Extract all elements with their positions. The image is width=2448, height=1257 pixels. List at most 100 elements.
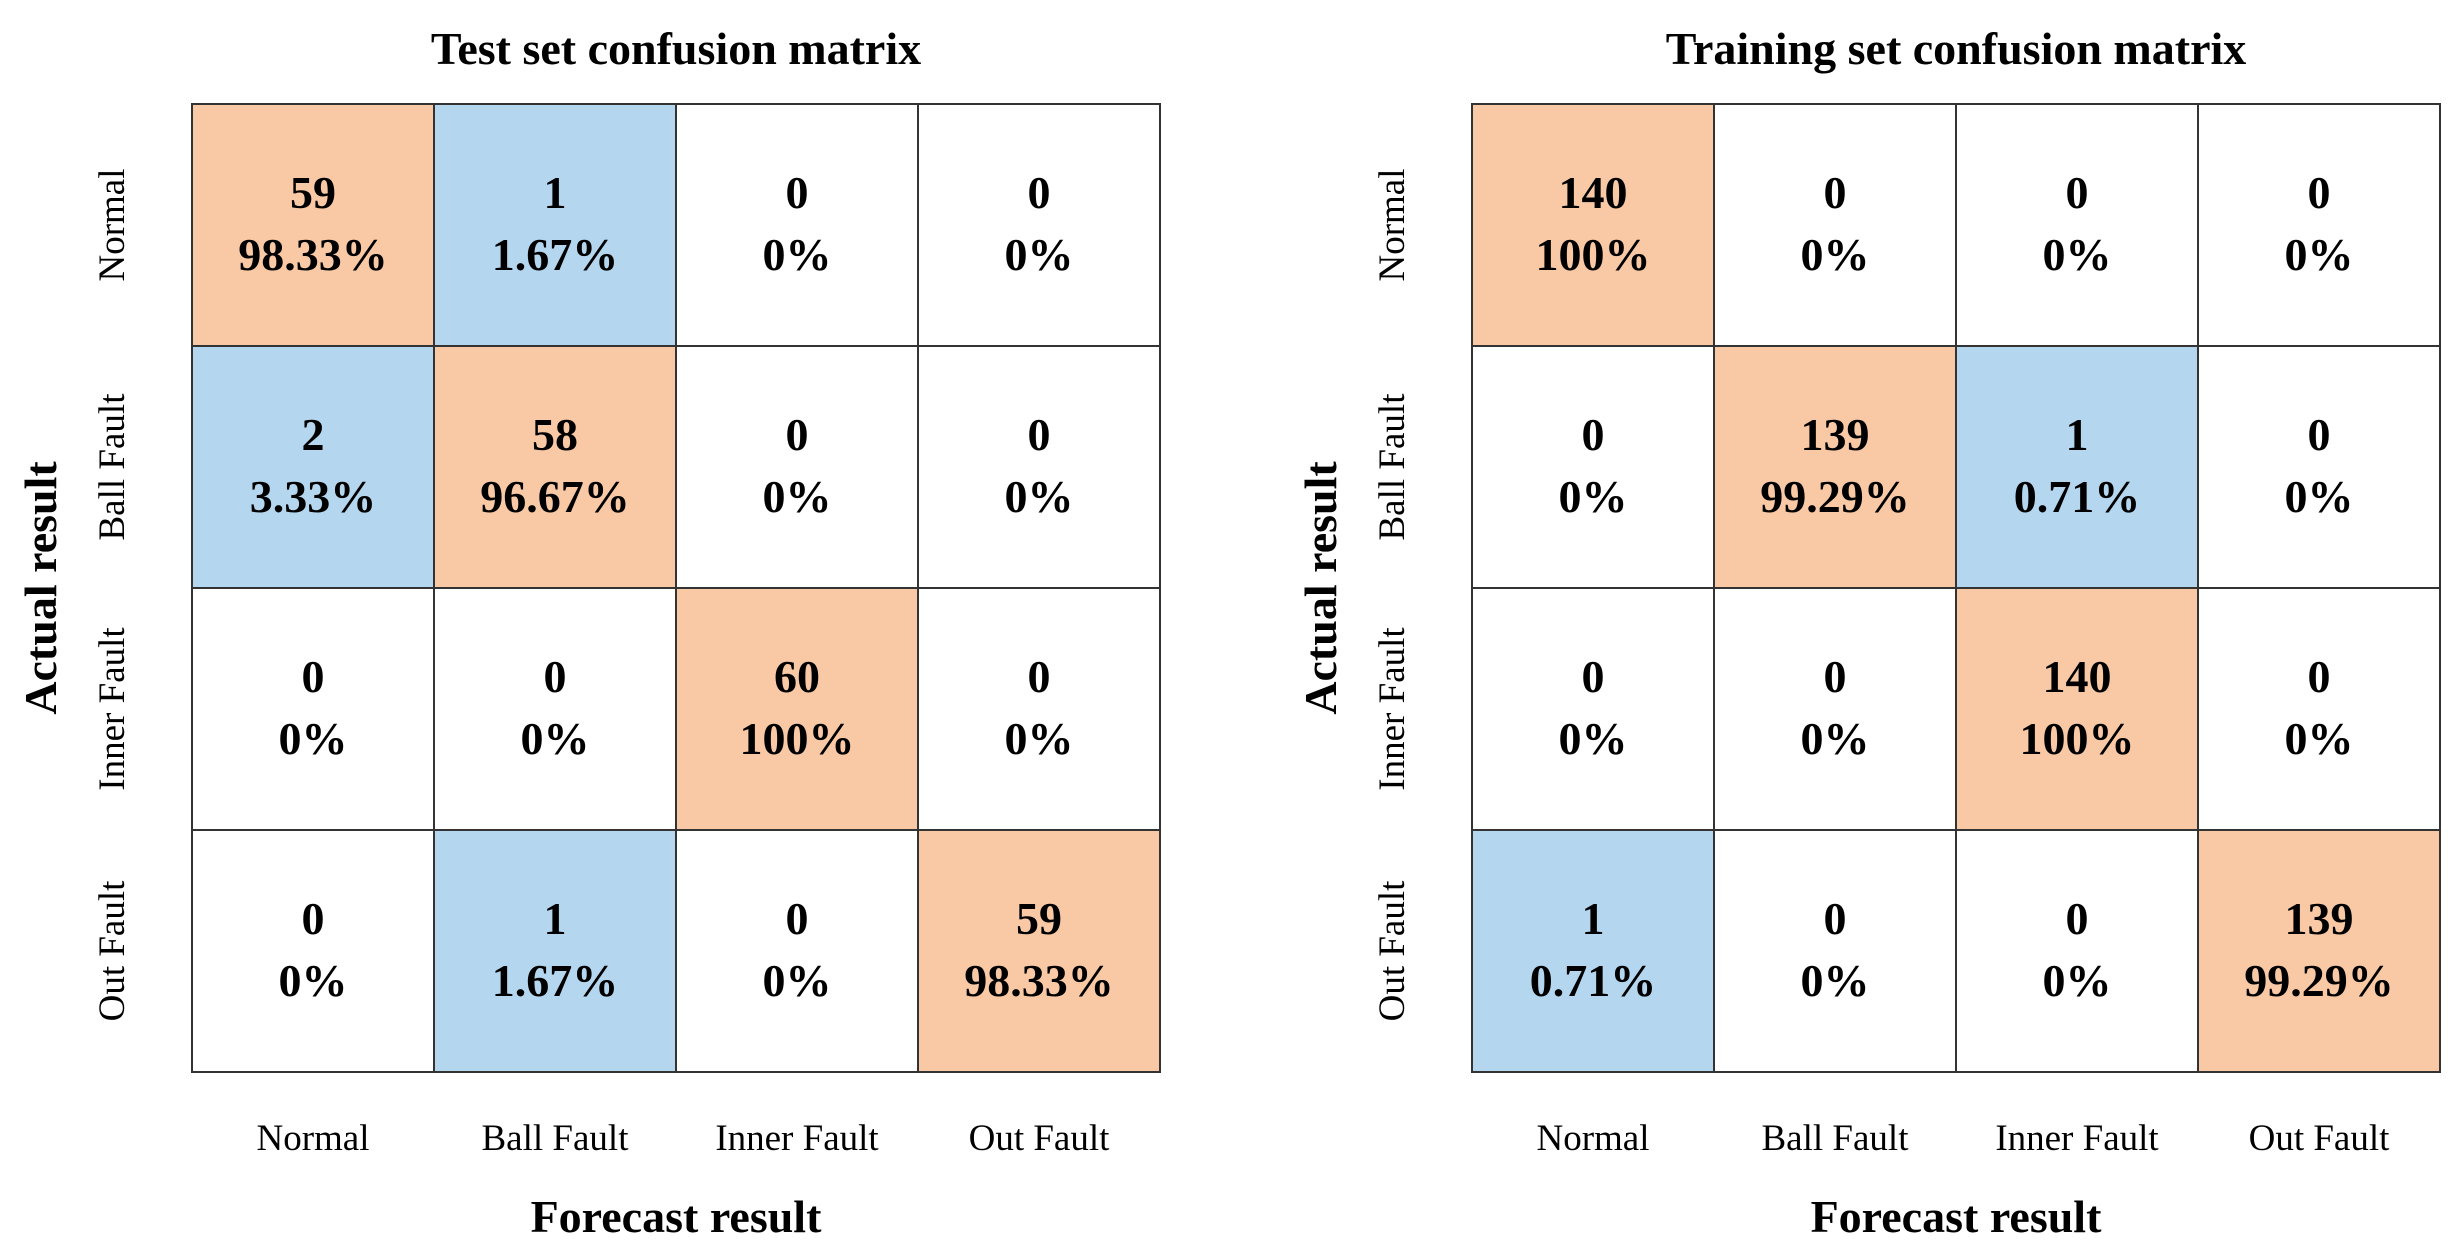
cell-percentage-label: 0% bbox=[1801, 955, 1870, 1006]
cell-percentage-label: 1.67% bbox=[492, 229, 619, 280]
y-axis-title: Actual result bbox=[15, 461, 66, 715]
cell-percentage-label: 0% bbox=[1005, 713, 1074, 764]
cell-percentage-label: 0% bbox=[763, 471, 832, 522]
cell-count-label: 0 bbox=[1582, 651, 1605, 702]
cell-count-label: 60 bbox=[774, 651, 820, 702]
x-tick-label: Normal bbox=[256, 1118, 369, 1159]
training-confusion-matrix: Training set confusion matrix140100%00%0… bbox=[1295, 23, 2441, 1242]
cell-count-label: 0 bbox=[1028, 167, 1051, 218]
cell-count-label: 0 bbox=[1824, 167, 1847, 218]
y-tick-label: Inner Fault bbox=[1372, 627, 1413, 791]
cell-percentage-label: 0% bbox=[763, 955, 832, 1006]
cell-count-label: 0 bbox=[2066, 167, 2089, 218]
cell-count-label: 0 bbox=[1582, 409, 1605, 460]
cell-percentage-label: 0% bbox=[521, 713, 590, 764]
cell-count-label: 0 bbox=[1028, 409, 1051, 460]
cell-count-label: 59 bbox=[290, 167, 336, 218]
y-tick-label: Ball Fault bbox=[1372, 393, 1413, 541]
matrix-cell bbox=[1713, 829, 1957, 1073]
cell-count-label: 0 bbox=[786, 167, 809, 218]
cell-count-label: 0 bbox=[2308, 167, 2331, 218]
chart-title: Test set confusion matrix bbox=[431, 23, 921, 74]
cell-percentage-label: 0% bbox=[1801, 713, 1870, 764]
matrix-cell bbox=[1713, 345, 1957, 589]
matrix-cell bbox=[1955, 345, 2199, 589]
matrix-cell bbox=[191, 345, 435, 589]
matrix-cell bbox=[675, 103, 919, 347]
cell-percentage-label: 0.71% bbox=[1530, 955, 1657, 1006]
y-tick-label: Out Fault bbox=[1372, 880, 1413, 1022]
x-tick-label: Normal bbox=[1536, 1118, 1649, 1159]
cell-count-label: 1 bbox=[1582, 893, 1605, 944]
matrix-cell bbox=[917, 345, 1161, 589]
cell-percentage-label: 0% bbox=[2285, 471, 2354, 522]
chart-title: Training set confusion matrix bbox=[1666, 23, 2247, 74]
cell-percentage-label: 0% bbox=[2285, 713, 2354, 764]
y-axis-title: Actual result bbox=[1295, 461, 1346, 715]
matrix-cell bbox=[2197, 345, 2441, 589]
cell-percentage-label: 0% bbox=[279, 955, 348, 1006]
matrix-cell bbox=[433, 103, 677, 347]
test-confusion-matrix: Test set confusion matrix 59 98.33% 1 1.67% 0… bbox=[15, 23, 1161, 1242]
x-tick-label: Out Fault bbox=[2249, 1118, 2391, 1159]
cell-count-label: 0 bbox=[302, 893, 325, 944]
matrix-cell bbox=[2197, 587, 2441, 831]
matrix-cell bbox=[433, 587, 677, 831]
cell-count-label: 0 bbox=[544, 651, 567, 702]
cell-percentage-label: 100% bbox=[1536, 229, 1651, 280]
cell-count-label: 0 bbox=[1824, 893, 1847, 944]
x-tick-label: Out Fault bbox=[969, 1118, 1111, 1159]
cell-count-label: 58 bbox=[532, 409, 578, 460]
matrix-cell bbox=[2197, 829, 2441, 1073]
cell-count-label: 1 bbox=[544, 167, 567, 218]
cell-percentage-label: 0% bbox=[763, 229, 832, 280]
y-tick-label: Normal bbox=[1372, 168, 1413, 281]
y-tick-label: Ball Fault bbox=[92, 393, 133, 541]
x-tick-label: Ball Fault bbox=[482, 1118, 630, 1159]
cell-percentage-label: 0% bbox=[1801, 229, 1870, 280]
matrix-cell bbox=[191, 587, 435, 831]
x-tick-label: Ball Fault bbox=[1762, 1118, 1910, 1159]
cell-percentage-label: 0% bbox=[1005, 471, 1074, 522]
cell-count-label: 0 bbox=[2066, 893, 2089, 944]
cell-percentage-label: 0% bbox=[1559, 713, 1628, 764]
cell-count-label: 139 bbox=[2285, 893, 2354, 944]
cell-count-label: 0 bbox=[2308, 651, 2331, 702]
x-axis-title: Forecast result bbox=[1811, 1191, 2103, 1242]
cell-count-label: 1 bbox=[2066, 409, 2089, 460]
matrix-cell bbox=[2197, 103, 2441, 347]
matrix-cell bbox=[1471, 103, 1715, 347]
cell-percentage-label: 1.67% bbox=[492, 955, 619, 1006]
cell-percentage-label: 0% bbox=[2285, 229, 2354, 280]
matrix-cell bbox=[917, 103, 1161, 347]
matrix-cell bbox=[675, 345, 919, 589]
cell-count-label: 0 bbox=[2308, 409, 2331, 460]
cell-percentage-label: 98.33% bbox=[964, 955, 1114, 1006]
cell-count-label: 0 bbox=[786, 409, 809, 460]
cell-percentage-label: 0% bbox=[1005, 229, 1074, 280]
cell-percentage-label: 98.33% bbox=[238, 229, 388, 280]
cell-count-label: 59 bbox=[1016, 893, 1062, 944]
cell-percentage-label: 100% bbox=[740, 713, 855, 764]
cell-count-label: 0 bbox=[1824, 651, 1847, 702]
y-tick-label: Normal bbox=[92, 168, 133, 281]
matrix-cell bbox=[1713, 103, 1957, 347]
cell-percentage-label: 0% bbox=[279, 713, 348, 764]
cell-percentage-label: 99.29% bbox=[1760, 471, 1910, 522]
cell-percentage-label: 100% bbox=[2020, 713, 2135, 764]
cell-percentage-label: 0% bbox=[2043, 229, 2112, 280]
matrix-cell bbox=[675, 829, 919, 1073]
matrix-cell bbox=[191, 829, 435, 1073]
cell-count-label: 139 bbox=[1801, 409, 1870, 460]
matrix-cell bbox=[191, 103, 435, 347]
cell-count-label: 0 bbox=[786, 893, 809, 944]
cell-count-label: 0 bbox=[1028, 651, 1051, 702]
cell-percentage-label: 99.29% bbox=[2244, 955, 2394, 1006]
matrix-cell bbox=[1955, 829, 2199, 1073]
matrix-cell bbox=[917, 587, 1161, 831]
matrix-cell bbox=[433, 829, 677, 1073]
y-tick-label: Out Fault bbox=[92, 880, 133, 1022]
cell-percentage-label: 0.71% bbox=[2014, 471, 2141, 522]
matrix-cell bbox=[1471, 587, 1715, 831]
